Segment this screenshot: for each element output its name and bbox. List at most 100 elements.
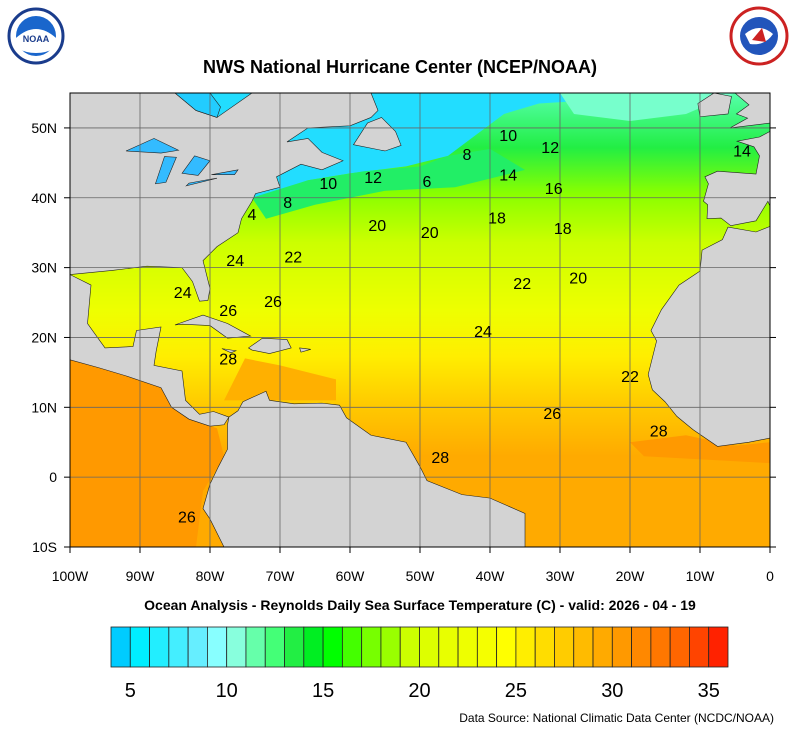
colorbar-swatch bbox=[419, 626, 440, 668]
contour-label: 8 bbox=[283, 195, 292, 212]
map-subtitle: Ocean Analysis - Reynolds Daily Sea Surf… bbox=[144, 597, 696, 613]
lon-tick-label: 30W bbox=[546, 568, 576, 584]
colorbar-tick-label: 30 bbox=[601, 680, 623, 702]
contour-label: 28 bbox=[650, 423, 668, 440]
lon-tick-label: 70W bbox=[266, 568, 296, 584]
contour-label: 6 bbox=[423, 174, 432, 191]
great-britain-land bbox=[729, 93, 770, 129]
chart-title: NWS National Hurricane Center (NCEP/NOAA… bbox=[202, 57, 598, 77]
colorbar-tick-label: 15 bbox=[312, 680, 334, 702]
nws-logo bbox=[729, 6, 789, 66]
contour-label: 26 bbox=[543, 406, 561, 423]
colorbar-swatch bbox=[708, 626, 729, 668]
colorbar-swatch bbox=[322, 626, 343, 668]
colorbar-tick-label: 10 bbox=[216, 680, 238, 702]
colorbar-swatch bbox=[611, 626, 632, 668]
colorbar-swatch bbox=[438, 626, 459, 668]
hispaniola-land bbox=[247, 337, 292, 354]
colorbar-swatch bbox=[129, 626, 150, 668]
colorbar-swatch bbox=[303, 626, 324, 668]
contour-label: 28 bbox=[219, 351, 237, 368]
lake-michigan bbox=[154, 156, 177, 185]
colorbar-swatch bbox=[187, 626, 208, 668]
colorbar-swatch bbox=[554, 626, 575, 668]
contour-label: 22 bbox=[284, 249, 302, 266]
lon-tick-label: 50W bbox=[406, 568, 436, 584]
contour-label: 14 bbox=[499, 168, 517, 185]
lon-tick-label: 90W bbox=[126, 568, 156, 584]
newfoundland-land bbox=[353, 117, 402, 152]
lon-tick-label: 40W bbox=[476, 568, 506, 584]
colorbar-swatch bbox=[515, 626, 536, 668]
colorbar-swatch bbox=[380, 626, 401, 668]
pacific-warm-region bbox=[70, 351, 224, 547]
colorbar-swatch bbox=[399, 626, 420, 668]
lat-tick-label: 20N bbox=[31, 329, 57, 345]
contour-label: 22 bbox=[513, 276, 531, 293]
contour-label: 22 bbox=[621, 369, 639, 386]
europe-land bbox=[703, 131, 770, 227]
contour-label: 26 bbox=[219, 303, 237, 320]
contour-label: 20 bbox=[368, 218, 386, 235]
colorbar-swatch bbox=[341, 626, 363, 668]
lake-superior bbox=[125, 138, 180, 154]
colorbar-swatch bbox=[669, 626, 690, 668]
colorbar-swatch bbox=[631, 626, 652, 668]
lon-tick-label: 80W bbox=[196, 568, 226, 584]
colorbar-swatch bbox=[245, 626, 266, 668]
colorbar-swatch bbox=[168, 626, 189, 668]
lon-tick-label: 60W bbox=[336, 568, 366, 584]
colorbar-tick-label: 35 bbox=[698, 680, 720, 702]
lat-tick-label: 10N bbox=[31, 399, 57, 415]
lon-tick-label: 100W bbox=[52, 568, 89, 584]
svg-text:NOAA: NOAA bbox=[23, 34, 50, 44]
contour-label: 4 bbox=[248, 207, 257, 224]
colorbar-tick-label: 20 bbox=[408, 680, 430, 702]
lon-tick-label: 0 bbox=[766, 568, 774, 584]
colorbar-swatch bbox=[361, 626, 382, 668]
colorbar-swatch bbox=[457, 626, 478, 668]
contour-label: 18 bbox=[488, 210, 506, 227]
colorbar-swatch bbox=[573, 626, 594, 668]
data-source: Data Source: National Climatic Data Cent… bbox=[459, 711, 774, 725]
lake-erie bbox=[185, 177, 218, 187]
james-bay-water bbox=[174, 93, 221, 118]
ireland-land bbox=[697, 93, 732, 118]
contour-label: 16 bbox=[545, 181, 563, 198]
lat-tick-label: 30N bbox=[31, 260, 57, 276]
lat-tick-label: 40N bbox=[31, 190, 57, 206]
contour-label: 20 bbox=[569, 270, 587, 287]
colorbar-swatch bbox=[284, 626, 305, 668]
contour-label: 28 bbox=[431, 450, 449, 467]
contour-label: 26 bbox=[264, 294, 282, 311]
lake-ontario bbox=[211, 169, 239, 176]
colorbar-swatch bbox=[592, 626, 613, 668]
colorbar-swatch bbox=[226, 626, 247, 668]
contour-label: 24 bbox=[474, 324, 492, 341]
contour-label: 14 bbox=[733, 143, 751, 160]
colorbar-swatch bbox=[496, 626, 517, 668]
lat-tick-label: 10S bbox=[32, 539, 57, 555]
contour-label: 10 bbox=[319, 176, 337, 193]
africa-land bbox=[647, 226, 770, 547]
contour-label: 18 bbox=[554, 221, 572, 238]
colorbar-swatch bbox=[207, 626, 228, 668]
lat-tick-label: 50N bbox=[31, 120, 57, 136]
lat-tick-label: 0 bbox=[49, 469, 57, 485]
colorbar-swatch bbox=[534, 626, 555, 668]
northeast-water-region bbox=[560, 93, 735, 121]
colorbar-swatch bbox=[149, 626, 170, 668]
colorbar-swatch bbox=[689, 626, 710, 668]
contour-label: 10 bbox=[499, 128, 517, 145]
slope-water-region bbox=[252, 148, 525, 219]
contour-label: 12 bbox=[364, 170, 382, 187]
colorbar-swatch bbox=[650, 626, 671, 668]
contour-label: 26 bbox=[178, 509, 196, 526]
contour-label: 20 bbox=[421, 225, 439, 242]
colorbar-tick-label: 25 bbox=[505, 680, 527, 702]
noaa-logo: NOAA bbox=[7, 7, 65, 65]
contour-label: 24 bbox=[226, 253, 244, 270]
lon-tick-label: 20W bbox=[616, 568, 646, 584]
colorbar-swatch bbox=[476, 626, 498, 668]
